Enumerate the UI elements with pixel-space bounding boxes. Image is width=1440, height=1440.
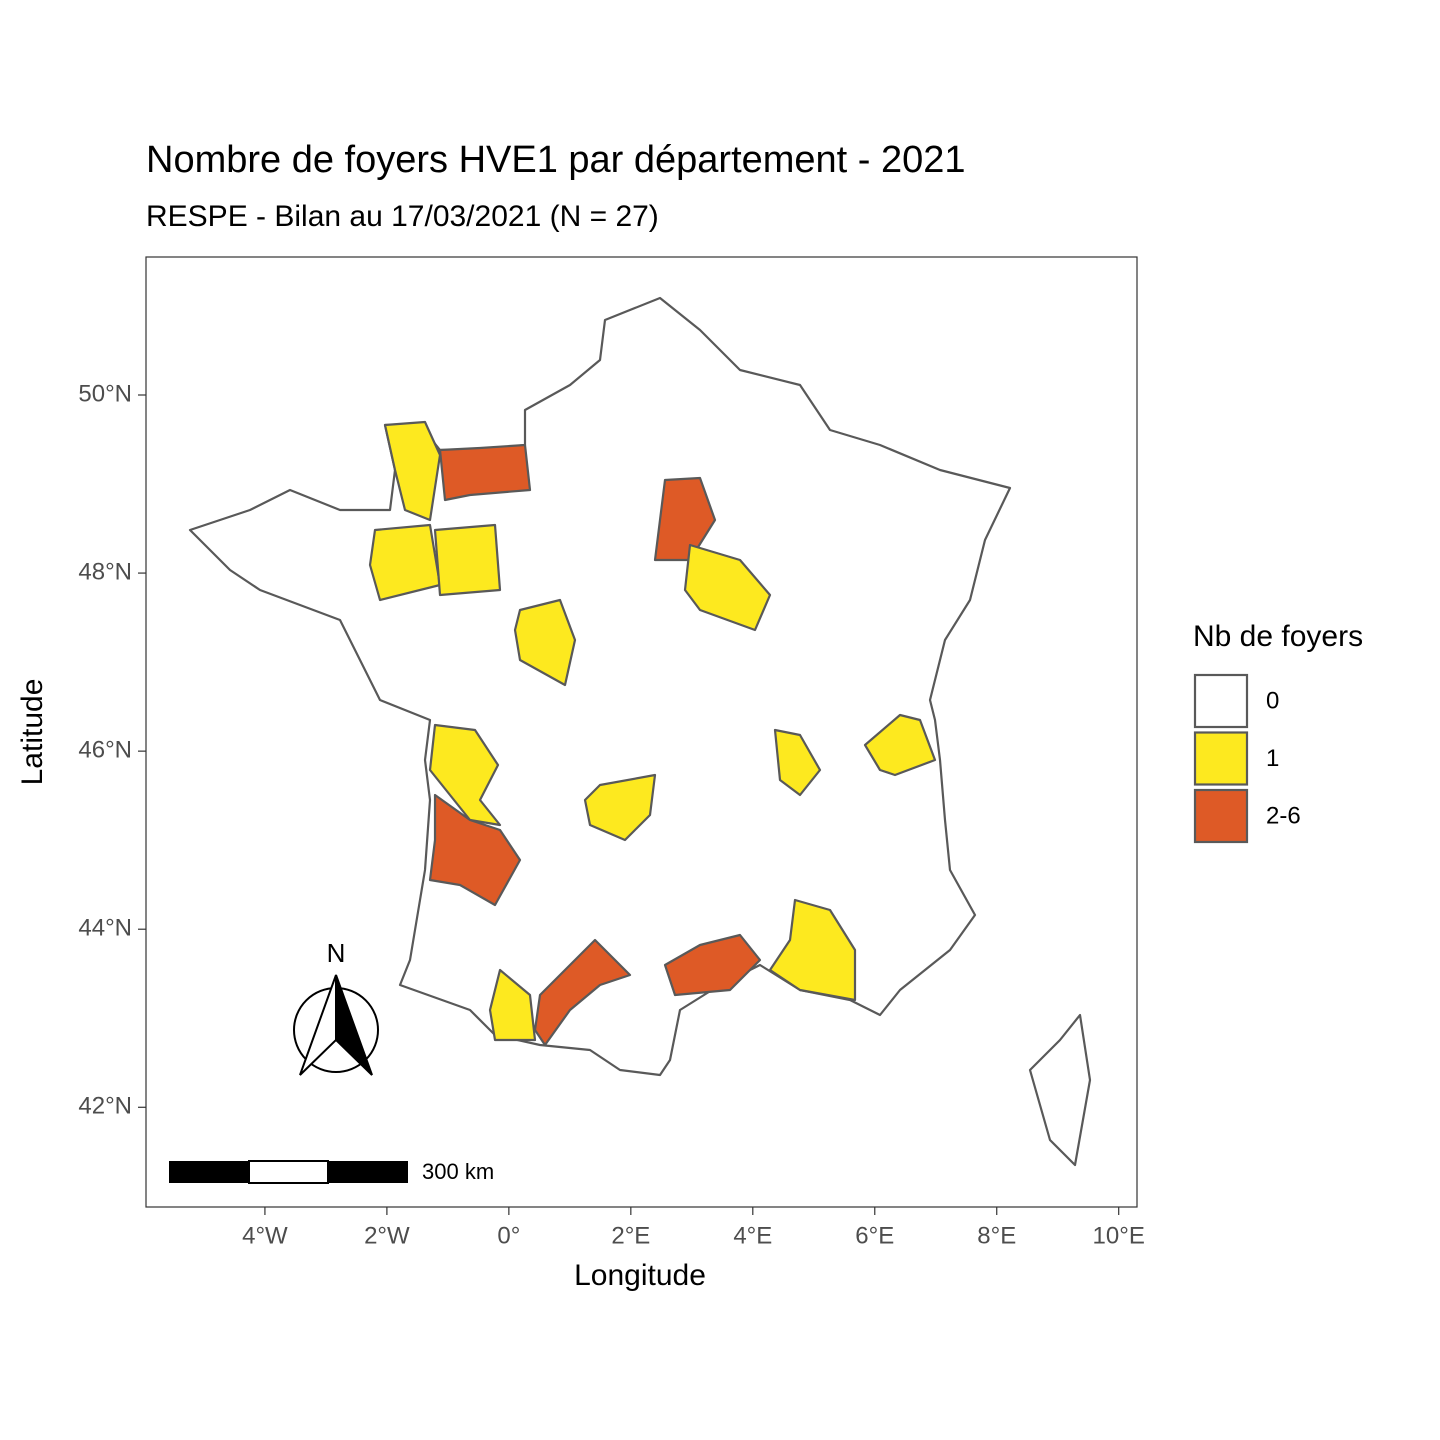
legend-label: 0 <box>1266 687 1279 714</box>
department <box>863 713 937 777</box>
department <box>433 523 502 597</box>
scale-segment <box>169 1161 249 1183</box>
x-tick-label: 10°E <box>1093 1222 1145 1249</box>
y-tick-label: 44°N <box>78 915 132 942</box>
map <box>188 296 1092 1167</box>
scale-label: 300 km <box>422 1159 494 1184</box>
legend-key <box>1193 731 1249 786</box>
north-arrow-right <box>335 974 373 1076</box>
chart-subtitle: RESPE - Bilan au 17/03/2021 (N = 27) <box>146 200 659 233</box>
x-tick-label: 0° <box>497 1222 520 1249</box>
legend-title: Nb de foyers <box>1193 620 1363 653</box>
north-label: N <box>327 938 346 968</box>
corsica-outline <box>1028 1013 1092 1167</box>
x-tick-label: 4°E <box>733 1222 772 1249</box>
x-tick-label: 8°E <box>977 1222 1016 1249</box>
department <box>773 728 822 797</box>
department <box>488 968 537 1042</box>
department <box>438 443 532 502</box>
legend-key <box>1193 673 1249 729</box>
department <box>383 420 442 522</box>
y-tick-label: 48°N <box>78 558 132 585</box>
department <box>583 773 657 842</box>
department <box>513 598 577 687</box>
y-tick-label: 46°N <box>78 736 132 763</box>
y-tick-label: 42°N <box>78 1093 132 1120</box>
department <box>428 793 522 907</box>
legend-key <box>1193 788 1249 844</box>
legend-label: 1 <box>1266 745 1279 772</box>
department <box>663 933 762 997</box>
x-axis-label: Longitude <box>574 1259 706 1292</box>
scale-bar: 300 km <box>169 1159 494 1184</box>
north-arrow: N <box>293 938 379 1076</box>
scale-segment <box>248 1160 329 1184</box>
y-tick-label: 50°N <box>78 380 132 407</box>
department <box>533 938 632 1047</box>
department <box>368 523 442 602</box>
scale-segment <box>328 1161 408 1183</box>
x-tick-label: 6°E <box>855 1222 894 1249</box>
x-tick-label: 4°W <box>242 1222 288 1249</box>
x-tick-label: 2°W <box>364 1222 410 1249</box>
department <box>428 723 502 827</box>
chart-title: Nombre de foyers HVE1 par département - … <box>146 139 966 181</box>
legend-label: 2-6 <box>1266 802 1301 829</box>
department <box>768 898 857 1002</box>
department <box>683 543 772 632</box>
x-tick-label: 2°E <box>611 1222 650 1249</box>
y-axis-label: Latitude <box>16 679 49 786</box>
